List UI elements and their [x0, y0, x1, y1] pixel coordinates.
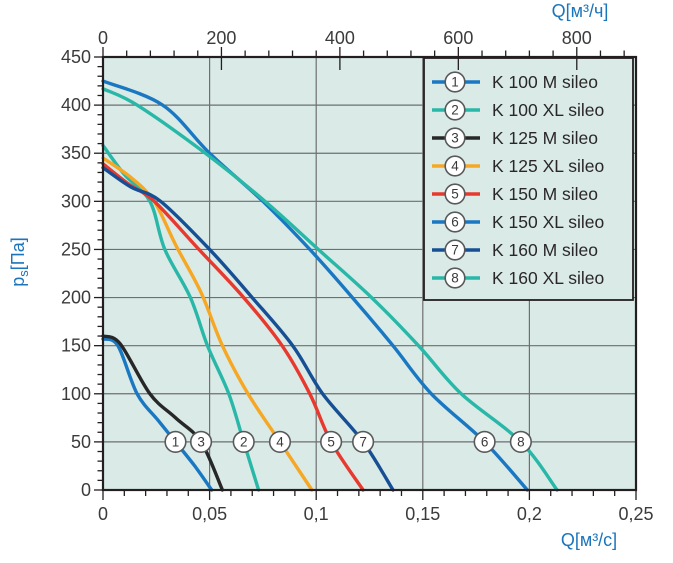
curve-marker-number: 4 — [276, 435, 284, 450]
legend-number: 8 — [451, 271, 459, 286]
legend-number: 6 — [451, 215, 459, 230]
x-bottom-tick-label: 0,05 — [192, 504, 227, 524]
bottom-axis-unit-label: Q[м³/с] — [561, 530, 617, 550]
curve-marker-7: 7 — [352, 430, 375, 453]
curve-marker-circle — [164, 430, 187, 453]
legend-number-circle — [444, 155, 466, 177]
x-top-tick-label: 800 — [562, 28, 592, 48]
x-top-tick-label: 400 — [325, 28, 355, 48]
legend-item-8: 8 K 160 XL sileo — [432, 267, 604, 289]
curve-marker-8: 8 — [509, 430, 532, 453]
x-top-tick-label: 600 — [443, 28, 473, 48]
curve-marker-5: 5 — [320, 430, 343, 453]
legend-label: K 150 M sileo — [492, 184, 598, 204]
x-bottom-tick-label: 0,25 — [618, 504, 653, 524]
curve-marker-circle — [189, 430, 213, 453]
legend-number-circle — [444, 267, 466, 289]
legend-item-4: 4 K 125 XL sileo — [432, 155, 604, 177]
curve-marker-number: 1 — [172, 435, 180, 450]
legend-box — [423, 57, 634, 301]
y-tick-label: 400 — [61, 95, 91, 115]
y-axis-unit-label: ps[Па] — [8, 237, 31, 286]
curve-marker-1: 1 — [164, 430, 187, 453]
curve-marker-circle — [473, 430, 496, 453]
legend-number-circle — [444, 211, 466, 233]
curve-marker-circle — [352, 430, 375, 453]
curve-8-k-160-xl-sileo — [101, 87, 559, 492]
legend-label: K 160 M sileo — [492, 240, 598, 260]
curve-marker-number: 8 — [517, 435, 525, 450]
curve-marker-number: 6 — [481, 435, 489, 450]
curve-marker-4: 4 — [268, 430, 292, 453]
legend-number-circle — [444, 99, 466, 121]
legend-item-6: 6 K 150 XL sileo — [432, 211, 604, 233]
legend-label: K 125 XL sileo — [492, 156, 604, 176]
legend-item-5: 5 K 150 M sileo — [432, 183, 598, 205]
curve-4-k-125-xl-sileo — [101, 156, 314, 492]
legend-item-2: 2 K 100 XL sileo — [432, 99, 604, 121]
y-tick-label: 200 — [61, 288, 91, 308]
legend-label: K 160 XL sileo — [492, 268, 604, 288]
y-tick-label: 50 — [71, 432, 91, 452]
curve-marker-2: 2 — [232, 430, 255, 453]
axis-ticks — [94, 47, 637, 500]
x-bottom-tick-label: 0,15 — [405, 504, 440, 524]
legend-label: K 125 M sileo — [492, 128, 598, 148]
curve-marker-circle — [509, 430, 532, 453]
curve-marker-6: 6 — [473, 430, 496, 453]
legend-number-circle — [444, 71, 466, 93]
legend-number: 1 — [451, 75, 459, 90]
curve-marker-number: 2 — [240, 435, 248, 450]
top-axis-unit-label: Q[м³/ч] — [552, 1, 609, 21]
curve-marker-circle — [232, 430, 255, 453]
plot-frame — [101, 55, 638, 492]
legend-number-circle — [444, 183, 466, 205]
legend-item-3: 3 K 125 M sileo — [432, 127, 598, 149]
legend-label: K 150 XL sileo — [492, 212, 604, 232]
y-tick-label: 100 — [61, 384, 91, 404]
curve-marker-number: 3 — [197, 435, 205, 450]
legend-number: 5 — [451, 187, 459, 202]
curve-marker-number: 5 — [327, 435, 335, 450]
y-tick-label: 250 — [61, 239, 91, 259]
legend-label: K 100 M sileo — [492, 72, 598, 92]
curve-2-k-100-xl-sileo — [101, 143, 261, 492]
x-bottom-tick-label: 0,2 — [517, 504, 542, 524]
legend-number-circle — [444, 127, 466, 149]
curve-marker-number: 7 — [359, 435, 367, 450]
y-tick-label: 0 — [81, 480, 91, 500]
curve-marker-circle — [268, 430, 292, 453]
x-bottom-tick-label: 0 — [98, 504, 108, 524]
legend: 1 K 100 M sileo 2 K 100 XL sileo 3 K 125 M si… — [423, 57, 634, 301]
x-top-tick-label: 0 — [98, 28, 108, 48]
legend-number: 2 — [451, 103, 459, 118]
curve-6-k-150-xl-sileo — [101, 79, 529, 492]
curve-7-k-160-m-sileo — [101, 166, 395, 492]
legend-number: 4 — [451, 159, 459, 174]
y-tick-label: 150 — [61, 336, 91, 356]
curve-number-markers: 1 2 3 4 5 6 7 8 — [164, 430, 532, 453]
curve-1-k-100-m-sileo — [101, 337, 214, 492]
legend-item-1: 1 K 100 M sileo — [432, 71, 598, 93]
plot-border — [101, 55, 638, 492]
legend-item-7: 7 K 160 M sileo — [432, 239, 598, 261]
legend-label: K 100 XL sileo — [492, 100, 604, 120]
legend-number-circle — [444, 239, 466, 261]
legend-number: 7 — [451, 243, 459, 258]
fan-curves — [101, 79, 559, 492]
y-tick-label: 300 — [61, 191, 91, 211]
y-tick-label: 350 — [61, 143, 91, 163]
legend-number: 3 — [451, 131, 459, 146]
gridlines — [103, 57, 636, 490]
curve-marker-circle — [320, 430, 343, 453]
y-tick-label: 450 — [61, 47, 91, 67]
x-top-tick-label: 200 — [206, 28, 236, 48]
curve-marker-3: 3 — [189, 430, 213, 453]
x-bottom-tick-label: 0,1 — [304, 504, 329, 524]
